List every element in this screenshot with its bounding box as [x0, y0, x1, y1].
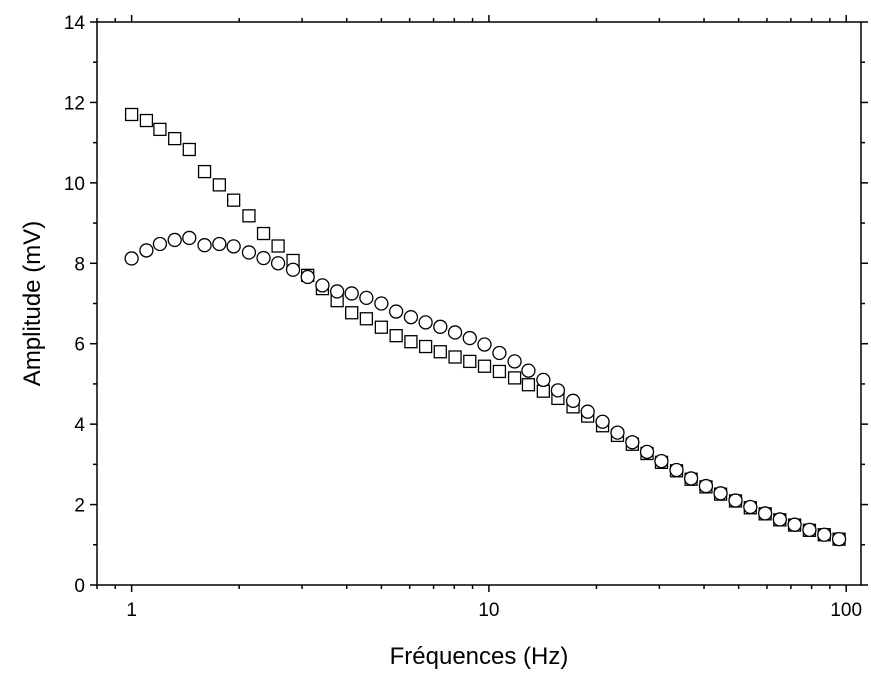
square-point [212, 178, 226, 192]
circle-point [212, 236, 227, 252]
circle-point [139, 243, 154, 258]
circle-point [610, 425, 625, 440]
y-tick-label: 14 [64, 13, 86, 34]
square-point [521, 378, 536, 392]
circle-point [226, 239, 241, 254]
circle-point [698, 478, 714, 494]
circle-point [507, 354, 522, 369]
square-point [242, 209, 256, 223]
circle-point [550, 383, 566, 398]
circle-point [418, 315, 433, 330]
square-point [197, 164, 212, 179]
square-point [124, 107, 139, 122]
circle-point [270, 256, 286, 271]
square-point [271, 239, 285, 253]
circle-point [639, 444, 655, 460]
y-tick-label: 4 [74, 415, 85, 436]
circle-point [521, 363, 536, 378]
square-point [374, 320, 389, 334]
circle-point [300, 269, 315, 285]
y-axis-title: Amplitude (mV) [19, 221, 46, 386]
circle-point [374, 296, 389, 311]
square-point [389, 329, 403, 343]
circle-point [565, 393, 581, 408]
circle-point [315, 278, 330, 293]
square-point [418, 339, 433, 354]
circle-point [831, 532, 847, 547]
y-tick-label: 8 [74, 254, 85, 275]
axes: 0 2 4 6 8 10 12 14 1 10 100 [64, 13, 868, 621]
square-point [492, 364, 507, 379]
square-point [168, 131, 182, 146]
circle-point [433, 319, 448, 334]
circle-point [757, 506, 773, 521]
circle-point [359, 290, 374, 306]
circle-point [182, 230, 197, 246]
circle-point [772, 512, 787, 527]
square-point [477, 359, 492, 373]
circle-point [683, 471, 699, 486]
y-tick-label: 12 [64, 93, 85, 114]
circle-point [669, 462, 684, 478]
circle-point [595, 414, 610, 429]
circle-point [654, 453, 669, 469]
circle-point [124, 251, 139, 266]
circle-point [536, 372, 551, 388]
circle-point [477, 337, 492, 352]
circle-point [256, 250, 271, 266]
series-square [124, 107, 846, 546]
x-tick-label: 10 [478, 600, 499, 621]
square-point [139, 113, 154, 128]
circle-point [241, 245, 257, 260]
x-tick-label: 1 [126, 600, 137, 621]
square-point [359, 312, 374, 326]
circle-point [344, 286, 359, 301]
circle-point [713, 486, 728, 501]
circle-point [389, 304, 404, 319]
y-tick-label: 0 [74, 576, 85, 597]
x-axis-title: Fréquences (Hz) [390, 643, 569, 670]
circle-point [625, 435, 640, 450]
circle-point [743, 499, 758, 515]
circle-point [403, 310, 419, 325]
circle-point [447, 325, 463, 340]
square-point [345, 306, 359, 320]
circle-point [728, 493, 743, 508]
circle-point [167, 232, 182, 248]
square-point [153, 122, 167, 137]
circle-point [152, 236, 168, 252]
square-point [182, 142, 196, 157]
square-point [463, 354, 477, 369]
square-point [404, 335, 418, 349]
circle-point [329, 284, 345, 299]
plot-marks [124, 107, 847, 547]
square-point [507, 371, 522, 385]
square-point [448, 350, 462, 364]
circle-point [580, 404, 595, 419]
y-tick-label: 10 [64, 174, 85, 195]
circle-point [462, 330, 477, 346]
series-circle [124, 230, 847, 547]
y-tick-label: 6 [74, 335, 85, 356]
circle-point [802, 522, 817, 538]
circle-point [285, 262, 301, 277]
square-point [256, 226, 271, 241]
square-point [433, 345, 447, 359]
square-point [227, 193, 241, 207]
plot-frame [96, 21, 862, 586]
circle-point [817, 527, 832, 542]
y-tick-label: 2 [74, 496, 85, 517]
circle-point [197, 238, 212, 253]
x-tick-label: 100 [830, 600, 862, 621]
circle-point [492, 345, 507, 361]
circle-point [787, 517, 802, 532]
